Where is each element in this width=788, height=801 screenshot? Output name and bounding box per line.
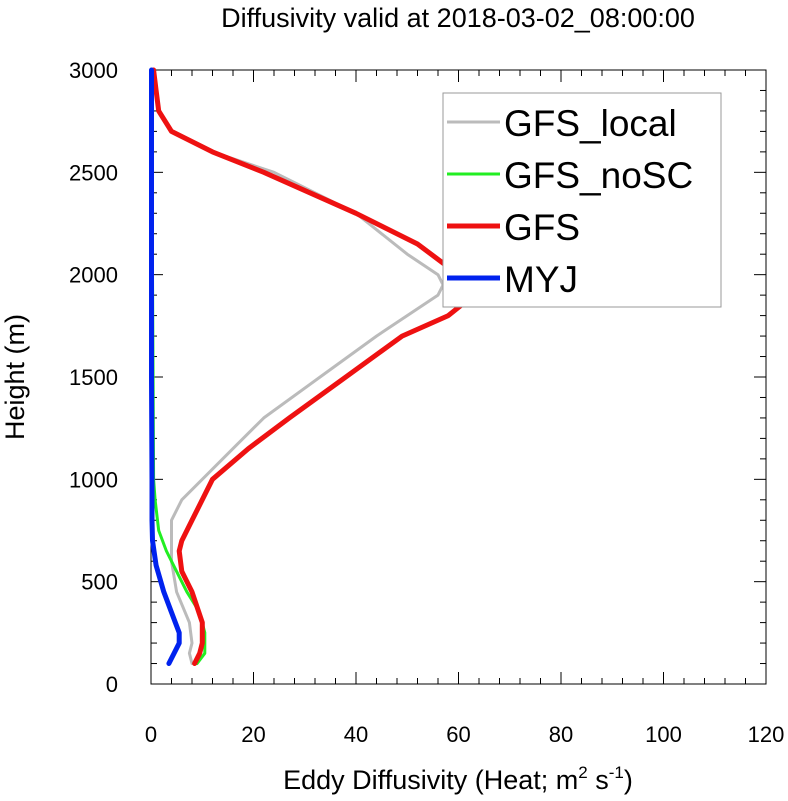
x-tick-label: 80 bbox=[549, 722, 573, 747]
x-axis-title-mid: s bbox=[588, 765, 609, 795]
legend-items: GFS_local GFS_noSC GFS MYJ bbox=[447, 103, 693, 300]
series-line-gfs-local bbox=[152, 68, 445, 665]
series-line-gfs bbox=[151, 67, 477, 666]
y-axis-title: Height (m) bbox=[0, 314, 30, 440]
legend-label-myj: MYJ bbox=[504, 259, 578, 300]
legend-box bbox=[442, 92, 722, 308]
y-tick-label: 2500 bbox=[69, 160, 118, 185]
series-layer bbox=[149, 67, 477, 666]
y-tick-label: 1000 bbox=[69, 467, 118, 492]
chart-title: Diffusivity valid at 2018-03-02_08:00:00 bbox=[221, 3, 695, 33]
y-tick-label: 0 bbox=[106, 672, 118, 697]
x-axis-title-sup-neg1: -1 bbox=[609, 763, 624, 782]
x-tick-label: 0 bbox=[145, 722, 157, 747]
x-axis-title-main: Eddy Diffusivity (Heat; m bbox=[283, 765, 578, 795]
y-tick-label: 2000 bbox=[69, 263, 118, 288]
series-line-myj bbox=[149, 67, 182, 666]
x-axis-title: Eddy Diffusivity (Heat; m2 s-1) bbox=[283, 763, 633, 795]
x-tick-label: 20 bbox=[241, 722, 265, 747]
x-tick-label: 120 bbox=[748, 722, 785, 747]
x-tick-label: 40 bbox=[344, 722, 368, 747]
y-tick-label: 3000 bbox=[69, 58, 118, 83]
x-tick-label: 100 bbox=[645, 722, 682, 747]
axis-tick-labels: 0 20 40 60 80 100 120 0 500 1000 1500 2000 2500 3000 bbox=[69, 58, 784, 747]
x-axis-title-end: ) bbox=[624, 765, 633, 795]
y-tick-label: 500 bbox=[81, 570, 118, 595]
x-axis-title-sup-2: 2 bbox=[578, 763, 587, 782]
legend-label-gfs: GFS bbox=[504, 207, 580, 248]
legend-label-gfs-nosc: GFS_noSC bbox=[504, 155, 693, 196]
x-tick-label: 60 bbox=[446, 722, 470, 747]
legend: GFS_local GFS_noSC GFS MYJ bbox=[442, 92, 722, 308]
legend-label-gfs-local: GFS_local bbox=[504, 103, 677, 144]
y-tick-label: 1500 bbox=[69, 365, 118, 390]
